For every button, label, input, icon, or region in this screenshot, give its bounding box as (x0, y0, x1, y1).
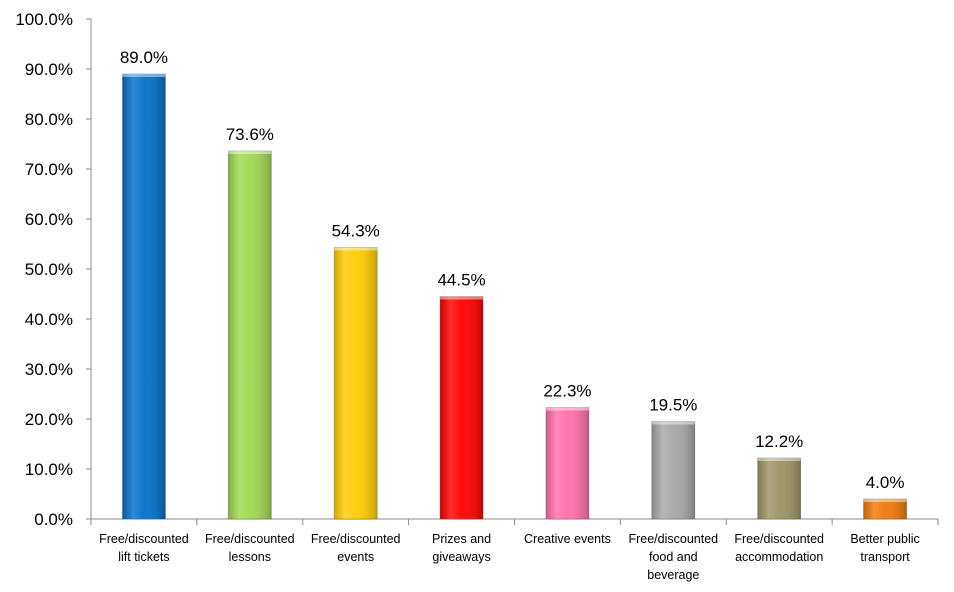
category-label-line: Free/discounted (205, 532, 295, 546)
data-label: 12.2% (755, 432, 803, 451)
data-label: 22.3% (543, 382, 591, 401)
category-label-line: lift tickets (118, 550, 169, 564)
bar-bevel (651, 421, 695, 425)
category-label: Free/discounted food and beverage (628, 532, 718, 582)
y-tick-label: 90.0% (25, 60, 73, 79)
bar-shine (545, 407, 589, 519)
data-label: 19.5% (649, 396, 697, 415)
category-label-line: transport (860, 550, 910, 564)
y-tick-label: 0.0% (34, 510, 73, 529)
category-label: Better public transport (850, 532, 919, 564)
category-label-line: beverage (647, 568, 699, 582)
bar-shine (651, 421, 695, 519)
bar-shine (757, 458, 801, 519)
category-label-line: Prizes and (432, 532, 491, 546)
y-tick-label: 100.0% (15, 10, 73, 29)
data-labels: 89.0% 73.6% 54.3% 44.5% 22.3% 19.5% 12.2% 4.0% (120, 48, 905, 492)
category-label-line: giveaways (432, 550, 490, 564)
category-label-line: Free/discounted (734, 532, 824, 546)
data-label: 89.0% (120, 48, 168, 67)
bar-bevel (334, 247, 378, 251)
bar-bevel (757, 458, 801, 461)
bar-bevel (122, 74, 166, 77)
bar-shine (863, 499, 907, 519)
category-label: Free/discounted events (311, 532, 401, 564)
bar-bevel (863, 499, 907, 502)
bar-shine (334, 247, 378, 519)
category-label-line: lessons (229, 550, 271, 564)
category-label: Free/discounted lift tickets (99, 532, 189, 564)
bars (122, 73, 907, 520)
bar-shine (228, 151, 272, 519)
data-label: 73.6% (226, 125, 274, 144)
data-label: 4.0% (866, 473, 905, 492)
y-tick-label: 40.0% (25, 310, 73, 329)
category-label-line: accommodation (735, 550, 823, 564)
y-tick-label: 10.0% (25, 460, 73, 479)
x-axis (90, 518, 939, 525)
category-label-line: Free/discounted (311, 532, 401, 546)
y-tick-label: 20.0% (25, 410, 73, 429)
data-label: 54.3% (332, 222, 380, 241)
y-tick-label: 30.0% (25, 360, 73, 379)
data-label: 44.5% (437, 271, 485, 290)
category-label-line: Free/discounted (99, 532, 189, 546)
bar-bevel (228, 151, 272, 154)
bar-bevel (545, 407, 589, 411)
category-label-line: Free/discounted (628, 532, 718, 546)
bar-bevel (440, 296, 484, 300)
category-label-line: food and (649, 550, 698, 564)
category-label-line: events (337, 550, 374, 564)
bar-shine (122, 74, 166, 519)
category-labels: Free/discounted lift ticketsFree/discount… (99, 532, 920, 582)
category-label: Free/discounted lessons (205, 532, 295, 564)
bar-shine (440, 296, 484, 519)
y-tick-label: 80.0% (25, 110, 73, 129)
y-tick-label: 50.0% (25, 260, 73, 279)
y-tick-label: 60.0% (25, 210, 73, 229)
y-axis: 0.0% 10.0% 20.0% 30.0% 40.0% 50.0% 60.0% 70.0% 8… (15, 10, 92, 529)
category-label-line: Better public (850, 532, 919, 546)
category-label: Prizes and giveaways (432, 532, 491, 564)
category-label-line: Creative events (524, 532, 611, 546)
category-label: Free/discounted accommodation (734, 532, 824, 564)
y-tick-label: 70.0% (25, 160, 73, 179)
category-label: Creative events (524, 532, 611, 546)
